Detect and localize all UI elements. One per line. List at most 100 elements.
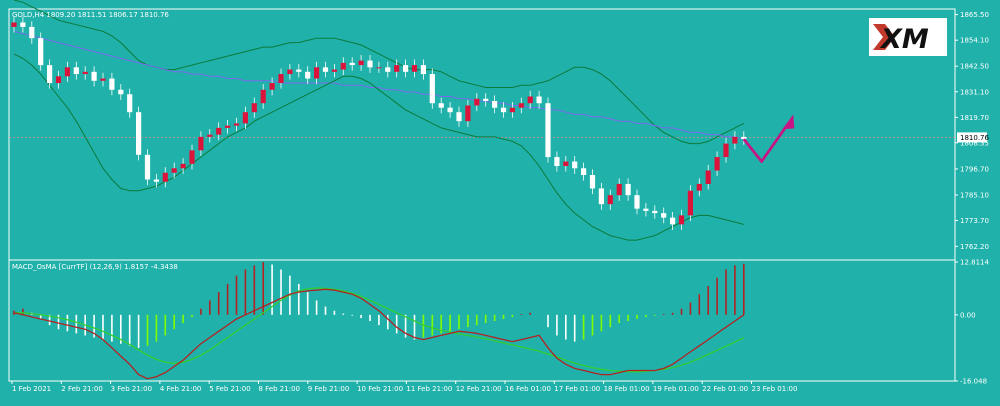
candle	[100, 72, 106, 87]
price-tick-label: 1831.10	[960, 88, 989, 96]
time-tick-label: 23 Feb 01:00	[752, 385, 798, 393]
candle	[296, 63, 302, 78]
candle	[331, 63, 337, 78]
candle	[314, 61, 320, 85]
candle	[171, 162, 177, 179]
candle-body	[242, 112, 248, 124]
current-price-tag: 1810.76	[957, 132, 989, 143]
candle	[64, 61, 70, 82]
osc-tick-label: 12.8114	[960, 259, 989, 267]
candle-body	[340, 62, 346, 70]
xm-logo-mark: XM	[873, 24, 929, 54]
candle	[527, 90, 533, 109]
macd-title: MACD_OsMA [CurrTF] (12,26,9) 1.8157 -4.3…	[12, 263, 178, 271]
oscillator-axis: 12.8114 0.00 -16.048	[955, 259, 989, 386]
candle	[474, 93, 480, 112]
candle	[242, 106, 248, 130]
candle	[661, 207, 667, 224]
time-tick-label: 22 Feb 01:00	[702, 385, 748, 393]
time-tick-label: 11 Feb 21:00	[406, 385, 452, 393]
candle	[625, 178, 631, 201]
candle	[509, 102, 515, 118]
candle	[447, 102, 453, 118]
candle	[678, 209, 685, 230]
candle-body	[216, 127, 222, 135]
price-tick-label: 1796.70	[960, 165, 989, 173]
time-tick-label: 3 Feb 21:00	[111, 385, 152, 393]
candle-body	[500, 107, 507, 113]
candle	[643, 203, 649, 217]
candle	[144, 149, 151, 186]
logo-text: XM	[879, 24, 929, 54]
candle	[251, 97, 257, 118]
candle-body	[616, 183, 622, 196]
candle	[207, 129, 213, 143]
time-tick-label: 8 Feb 21:00	[259, 385, 300, 393]
candle-body	[661, 213, 667, 218]
candle-body	[64, 67, 70, 77]
candle-body	[474, 98, 480, 106]
candle-body	[322, 67, 329, 72]
candle-body	[278, 74, 284, 84]
time-tick-label: 19 Feb 01:00	[653, 385, 699, 393]
price-tick-label: 1842.50	[960, 63, 989, 71]
projection-arrowhead	[782, 114, 795, 130]
candle-body	[456, 112, 462, 122]
candle-body	[492, 100, 498, 108]
candle-body	[678, 215, 685, 225]
candle	[162, 167, 168, 188]
candle-body	[189, 150, 195, 164]
candle-body	[136, 112, 142, 155]
candle-body	[305, 71, 311, 79]
candle-body	[260, 89, 266, 104]
osma-histogram	[13, 262, 745, 348]
macd-line	[13, 288, 745, 380]
candle	[109, 72, 115, 96]
candle	[91, 66, 97, 87]
candle-body	[643, 208, 649, 211]
candle-body	[670, 217, 676, 225]
candle-body	[349, 62, 355, 66]
bollinger-lower-line	[13, 53, 744, 241]
candle-body	[376, 67, 382, 69]
candle	[189, 144, 195, 170]
candle	[687, 185, 693, 221]
candle	[589, 169, 596, 195]
candle	[705, 164, 711, 190]
candle	[411, 59, 418, 78]
price-axis: 1865.50 1854.10 1842.50 1831.10 1819.70 1808.…	[955, 11, 989, 251]
candle	[118, 84, 124, 100]
candle	[483, 93, 489, 107]
candle-body	[687, 190, 693, 216]
candle	[500, 102, 507, 118]
candle	[492, 95, 498, 114]
candle	[545, 97, 551, 163]
candle	[198, 131, 204, 156]
candle-body	[509, 107, 515, 113]
candle-body	[598, 188, 604, 205]
time-tick-label: 2 Feb 21:00	[61, 385, 102, 393]
candle	[714, 151, 720, 177]
candle	[55, 70, 62, 89]
candle	[465, 99, 471, 127]
osc-tick-label: 0.00	[960, 311, 976, 319]
candle	[607, 189, 613, 210]
candles	[11, 16, 747, 230]
candle	[652, 205, 658, 219]
candle	[127, 88, 133, 118]
candle	[563, 155, 569, 172]
projection-arrow	[742, 114, 795, 163]
candle-body	[545, 103, 551, 158]
candle-body	[714, 157, 720, 171]
candle-body	[207, 134, 213, 137]
time-tick-label: 10 Feb 21:00	[357, 385, 403, 393]
candle	[394, 59, 400, 78]
candle	[349, 57, 355, 71]
candle	[47, 59, 53, 89]
candle	[616, 178, 622, 201]
candle-body	[589, 175, 596, 189]
candle-body	[563, 161, 569, 167]
candle-body	[367, 60, 373, 68]
